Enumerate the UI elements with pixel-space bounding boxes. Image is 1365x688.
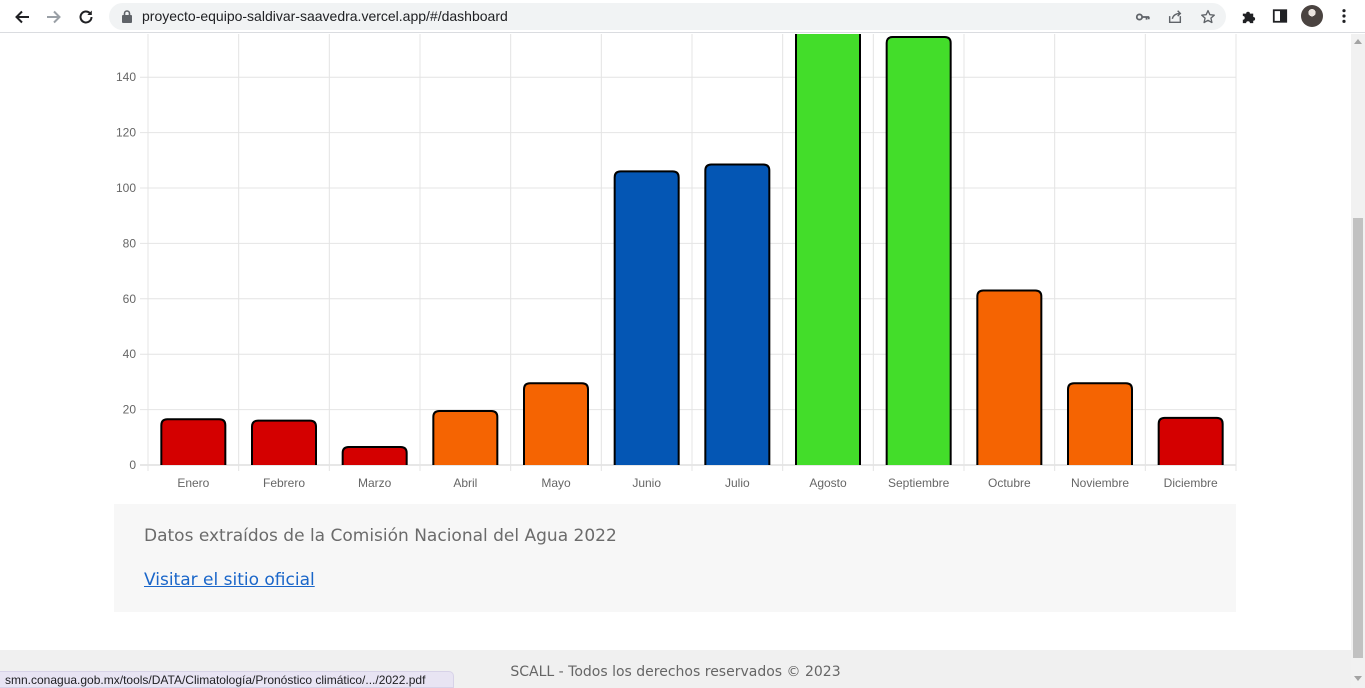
y-tick-label: 140: [116, 70, 136, 84]
bar-octubre: [977, 290, 1041, 465]
reload-icon[interactable]: [73, 4, 99, 30]
bar-abril: [433, 411, 497, 465]
x-tick-label: Enero: [177, 476, 209, 490]
scroll-up-icon[interactable]: [1354, 39, 1362, 44]
bar-diciembre: [1159, 418, 1223, 465]
x-tick-label: Septiembre: [888, 476, 950, 490]
bar-septiembre: [887, 37, 951, 465]
url-text: proyecto-equipo-saldivar-saavedra.vercel…: [142, 8, 508, 24]
forward-icon[interactable]: [41, 4, 67, 30]
x-tick-label: Agosto: [809, 476, 847, 490]
profile-avatar[interactable]: [1301, 5, 1323, 27]
browser-toolbar: proyecto-equipo-saldivar-saavedra.vercel…: [0, 0, 1365, 33]
menu-icon[interactable]: [1333, 5, 1355, 27]
y-tick-label: 40: [123, 347, 137, 361]
share-icon[interactable]: [1166, 8, 1184, 26]
info-panel: Datos extraídos de la Comisión Nacional …: [114, 504, 1236, 612]
side-panel-icon[interactable]: [1269, 5, 1291, 27]
page-viewport: 0 20 40 60 80 100 120 140 Enero Febrero Marzo Abril…: [0, 34, 1351, 688]
bar-mayo: [524, 383, 588, 465]
back-icon[interactable]: [9, 4, 35, 30]
y-tick-label: 60: [123, 292, 137, 306]
key-icon[interactable]: [1134, 8, 1152, 26]
bar-marzo: [343, 447, 407, 465]
x-tick-label: Octubre: [988, 476, 1031, 490]
link-status-bubble: smn.conagua.gob.mx/tools/DATA/Climatolog…: [0, 671, 454, 688]
vertical-scrollbar[interactable]: [1351, 34, 1365, 688]
source-text: Datos extraídos de la Comisión Nacional …: [144, 526, 617, 546]
x-tick-label: Julio: [725, 476, 750, 490]
bar-julio: [705, 164, 769, 465]
star-icon[interactable]: [1199, 8, 1217, 26]
scroll-thumb[interactable]: [1353, 218, 1363, 658]
bar-febrero: [252, 421, 316, 465]
x-tick-label: Febrero: [263, 476, 305, 490]
y-tick-label: 100: [116, 181, 136, 195]
scroll-down-icon[interactable]: [1354, 676, 1362, 681]
x-tick-label: Mayo: [541, 476, 571, 490]
bar-enero: [161, 419, 225, 465]
address-bar[interactable]: proyecto-equipo-saldivar-saavedra.vercel…: [109, 3, 1226, 30]
bar-junio: [615, 171, 679, 465]
x-tick-label: Abril: [453, 476, 477, 490]
bar-noviembre: [1068, 383, 1132, 465]
rainfall-bar-chart: 0 20 40 60 80 100 120 140 Enero Febrero Marzo Abril…: [0, 34, 1351, 504]
x-tick-label: Marzo: [358, 476, 392, 490]
x-tick-label: Junio: [632, 476, 661, 490]
bar-agosto: [796, 34, 860, 465]
y-tick-label: 20: [123, 403, 137, 417]
x-tick-label: Diciembre: [1164, 476, 1218, 490]
y-tick-label: 0: [129, 458, 136, 472]
extensions-icon[interactable]: [1237, 5, 1259, 27]
official-site-link[interactable]: Visitar el sitio oficial: [144, 570, 315, 590]
y-tick-label: 80: [123, 236, 137, 250]
x-tick-label: Noviembre: [1071, 476, 1129, 490]
lock-icon[interactable]: [120, 9, 134, 24]
y-tick-label: 120: [116, 126, 136, 140]
